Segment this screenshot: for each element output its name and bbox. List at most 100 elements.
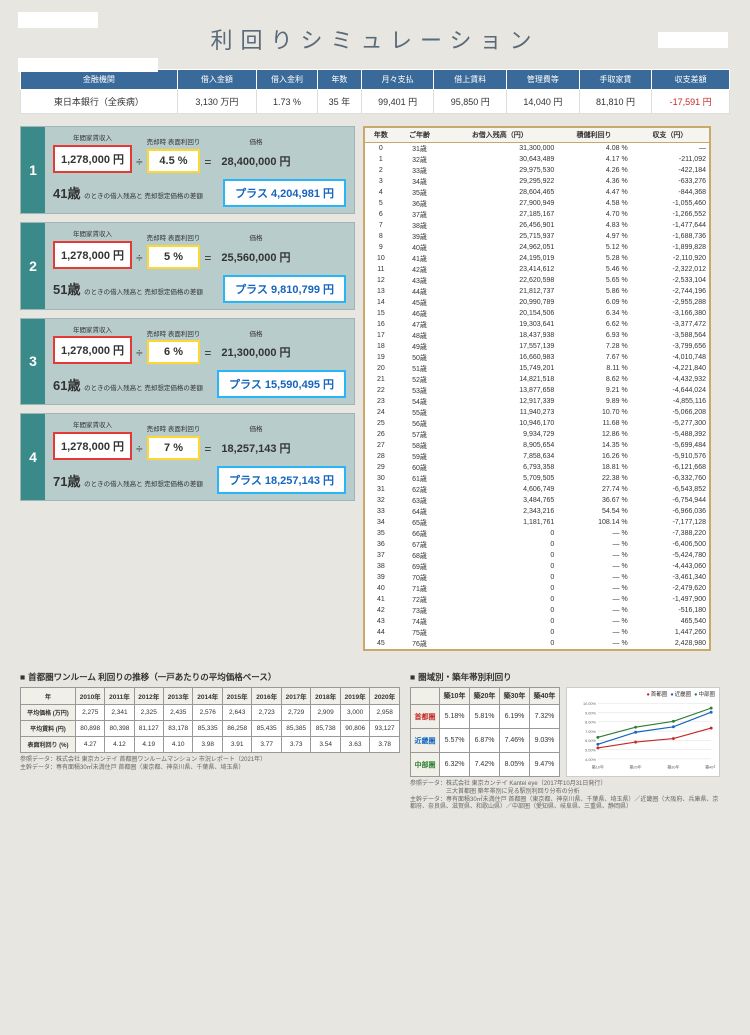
yield-chart: 首都圏 近畿圏 中部圏 10.00%9.00%8.00%7.00%6.00%5.… bbox=[566, 687, 720, 777]
operator: ÷ bbox=[136, 346, 143, 364]
amort-row: 4071歳0— %-2,479,620 bbox=[365, 583, 709, 594]
amort-row: 940歳24,962,0515.12 %-1,899,828 bbox=[365, 242, 709, 253]
amort-row: 2253歳13,877,6589.21 %-4,644,024 bbox=[365, 385, 709, 396]
operator: = bbox=[204, 251, 211, 269]
svg-text:築10年: 築10年 bbox=[592, 764, 604, 769]
svg-text:築40年: 築40年 bbox=[705, 764, 715, 769]
trend-row: 平均価格 (万円)2,2752,3412,3252,4352,5762,6432… bbox=[21, 705, 400, 721]
trend-row: 平均賃料 (円)80,89880,39881,12783,17885,33586… bbox=[21, 721, 400, 737]
summary-header: 借入金利 bbox=[257, 70, 318, 90]
amort-row: 334歳29,295,9224.36 %-633,276 bbox=[365, 176, 709, 187]
operator: ÷ bbox=[136, 251, 143, 269]
amort-row: 1748歳18,437,9386.93 %-3,588,564 bbox=[365, 330, 709, 341]
operator: = bbox=[204, 442, 211, 460]
amort-header: ご年齢 bbox=[397, 128, 443, 143]
amort-row: 1445歳20,990,7896.09 %-2,955,288 bbox=[365, 297, 709, 308]
summary-cell: 14,040 円 bbox=[507, 90, 580, 114]
price-box: 価格 18,257,143 円 bbox=[215, 426, 296, 460]
region-footnote: 参照データ：株式会社 東京カンテイ Kantei eye（2017年10月31日… bbox=[410, 781, 720, 812]
yield-box: 売却時 表面利回り 6 % bbox=[147, 331, 201, 365]
amort-row: 3263歳3,484,76536.67 %-6,754,944 bbox=[365, 495, 709, 506]
svg-text:築20年: 築20年 bbox=[630, 764, 642, 769]
summary-header: 金融機関 bbox=[21, 70, 178, 90]
summary-cell: 35 年 bbox=[318, 90, 362, 114]
redaction bbox=[18, 12, 98, 28]
svg-text:7.00%: 7.00% bbox=[585, 730, 596, 734]
scenario-number: 2 bbox=[21, 223, 45, 309]
summary-cell: 1.73 % bbox=[257, 90, 318, 114]
income-box: 年間家賃収入 1,278,000 円 bbox=[53, 135, 132, 173]
svg-text:9.00%: 9.00% bbox=[585, 711, 596, 715]
operator: = bbox=[204, 155, 211, 173]
amort-row: 2152歳14,821,5188.62 %-4,432,932 bbox=[365, 374, 709, 385]
amort-row: 4475歳0— %1,447,260 bbox=[365, 627, 709, 638]
plus-result: プラス 9,810,799 円 bbox=[223, 275, 346, 303]
yield-box: 売却時 表面利回り 7 % bbox=[147, 426, 201, 460]
amort-row: 3061歳5,709,50522.38 %-6,332,760 bbox=[365, 473, 709, 484]
scenario-number: 1 bbox=[21, 127, 45, 213]
summary-header: 月々支払 bbox=[361, 70, 434, 90]
amort-row: 132歳30,643,4894.17 %-211,092 bbox=[365, 154, 709, 165]
amort-row: 637歳27,185,1674.70 %-1,266,552 bbox=[365, 209, 709, 220]
summary-header: 年数 bbox=[318, 70, 362, 90]
scenario-number: 4 bbox=[21, 414, 45, 500]
amort-row: 3364歳2,343,21654.54 %-6,966,036 bbox=[365, 506, 709, 517]
amort-row: 1849歳17,557,1397.28 %-3,799,656 bbox=[365, 341, 709, 352]
amort-row: 233歳29,975,5304.26 %-422,184 bbox=[365, 165, 709, 176]
redaction bbox=[18, 58, 158, 72]
amort-row: 3869歳0— %-4,443,060 bbox=[365, 561, 709, 572]
amort-row: 2758歳8,905,65414.35 %-5,699,484 bbox=[365, 440, 709, 451]
region-row: 首都圏5.18%5.81%6.19%7.32% bbox=[411, 705, 560, 729]
amort-row: 536歳27,900,9494.58 %-1,055,460 bbox=[365, 198, 709, 209]
amort-row: 4172歳0— %-1,497,900 bbox=[365, 594, 709, 605]
plus-result: プラス 18,257,143 円 bbox=[217, 466, 346, 494]
plus-result: プラス 15,590,495 円 bbox=[217, 370, 346, 398]
amort-row: 2455歳11,940,27310.70 %-5,066,208 bbox=[365, 407, 709, 418]
scenario-number: 3 bbox=[21, 319, 45, 405]
summary-header: 管理費等 bbox=[507, 70, 580, 90]
amort-row: 2354歳12,917,3399.89 %-4,855,116 bbox=[365, 396, 709, 407]
operator: ÷ bbox=[136, 155, 143, 173]
amort-row: 1243歳22,620,5985.65 %-2,533,104 bbox=[365, 275, 709, 286]
summary-cell: 81,810 円 bbox=[579, 90, 652, 114]
svg-text:5.00%: 5.00% bbox=[585, 749, 596, 753]
amort-header: 年数 bbox=[365, 128, 397, 143]
trend-footnote: 参照データ：株式会社 東京カンテイ 首都圏ワンルームマンション 市況レポート（2… bbox=[20, 757, 400, 773]
summary-cell: 3,130 万円 bbox=[177, 90, 256, 114]
income-box: 年間家賃収入 1,278,000 円 bbox=[53, 231, 132, 269]
operator: ÷ bbox=[136, 442, 143, 460]
svg-text:4.00%: 4.00% bbox=[585, 758, 596, 762]
svg-text:築30年: 築30年 bbox=[667, 764, 679, 769]
summary-header: 収支差額 bbox=[652, 70, 730, 90]
yield-box: 売却時 表面利回り 5 % bbox=[147, 235, 201, 269]
svg-text:8.00%: 8.00% bbox=[585, 721, 596, 725]
summary-cell: 東日本銀行（全疾病） bbox=[21, 90, 178, 114]
amort-header: 積儲利回り bbox=[557, 128, 630, 143]
region-row: 中部圏6.32%7.42%8.05%9.47% bbox=[411, 753, 560, 777]
income-box: 年間家賃収入 1,278,000 円 bbox=[53, 327, 132, 365]
summary-header: 手取家賃 bbox=[579, 70, 652, 90]
trend-row: 表面利回り (%)4.274.124.194.103.983.913.773.7… bbox=[21, 737, 400, 753]
page-title: 利回りシミュレーション bbox=[20, 23, 730, 55]
amortization-table: 年数ご年齢お借入残高（円）積儲利回り収支（円） 031歳31,300,0004.… bbox=[363, 126, 711, 651]
price-box: 価格 25,560,000 円 bbox=[215, 235, 296, 269]
amort-row: 3768歳0— %-5,424,780 bbox=[365, 550, 709, 561]
amort-header: 収支（円） bbox=[631, 128, 709, 143]
svg-text:10.00%: 10.00% bbox=[583, 702, 597, 706]
summary-header: 借入金額 bbox=[177, 70, 256, 90]
amort-row: 1647歳19,303,6416.62 %-3,377,472 bbox=[365, 319, 709, 330]
summary-cell: 95,850 円 bbox=[434, 90, 507, 114]
summary-table: 金融機関借入金額借入金利年数月々支払借上賃料管理費等手取家賃収支差額 東日本銀行… bbox=[20, 69, 730, 114]
amort-row: 3970歳0— %-3,461,340 bbox=[365, 572, 709, 583]
summary-cell: 99,401 円 bbox=[361, 90, 434, 114]
amort-row: 4374歳0— %465,540 bbox=[365, 616, 709, 627]
age-label: 41歳 のときの借入残高と 売却想定価格の差額 bbox=[53, 183, 203, 202]
plus-result: プラス 4,204,981 円 bbox=[223, 179, 346, 207]
amort-row: 1344歳21,812,7375.86 %-2,744,196 bbox=[365, 286, 709, 297]
scenario-card: 1 年間家賃収入 1,278,000 円 ÷ 売却時 表面利回り 4.5 % =… bbox=[20, 126, 355, 214]
amort-row: 3465歳1,181,761108.14 %-7,177,128 bbox=[365, 517, 709, 528]
trend-title: 首都圏ワンルーム 利回りの推移（一戸あたりの平均価格ベース） bbox=[20, 671, 400, 683]
amort-row: 031歳31,300,0004.08 %— bbox=[365, 143, 709, 155]
amort-row: 1546歳20,154,5066.34 %-3,166,380 bbox=[365, 308, 709, 319]
amort-row: 3162歳4,606,74927.74 %-6,543,852 bbox=[365, 484, 709, 495]
